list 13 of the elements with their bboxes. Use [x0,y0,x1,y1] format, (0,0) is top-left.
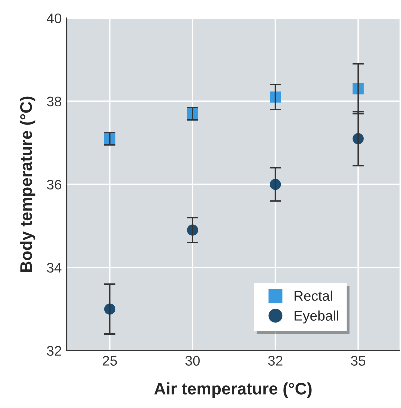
x-tick-label: 32 [268,356,283,366]
x-tick-label: 25 [102,356,118,366]
x-tick-label: 35 [351,356,366,366]
y-axis-title: Body temperature (°C) [20,96,36,272]
legend-label: Rectal [294,290,332,302]
legend-label: Eyeball [294,310,338,324]
x-tick-label: 30 [186,356,200,366]
x-axis-title: Air temperature (°C) [154,382,312,398]
y-tick-label: 40 [46,14,62,24]
y-tick-label: 38 [47,96,62,107]
y-tick-label: 34 [47,263,62,273]
y-tick-label: 32 [47,346,62,356]
y-tick-label: 36 [47,180,62,190]
